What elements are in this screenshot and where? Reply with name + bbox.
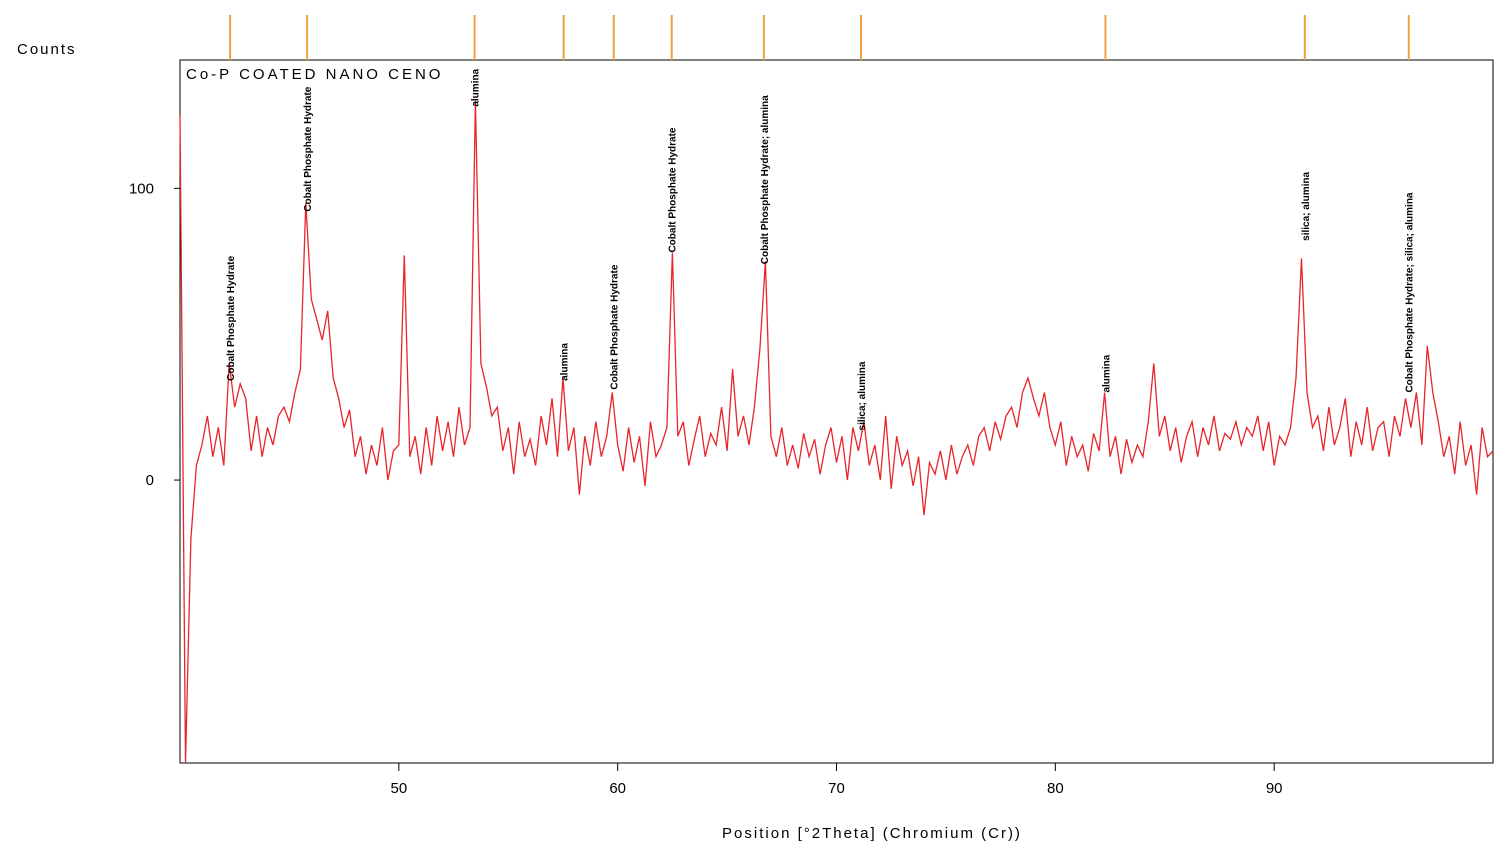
- y-tick-label: 100: [129, 180, 154, 197]
- peak-label: Cobalt Phosphate Hydrate: [610, 264, 621, 389]
- data-line: [179, 100, 1494, 764]
- peak-label: silica; alumina: [857, 361, 868, 430]
- peak-label: silica; alumina: [1301, 172, 1312, 241]
- x-tick-label: 80: [1047, 780, 1064, 797]
- peak-label: Cobalt Phosphate Hydrate: [668, 127, 679, 252]
- peak-label: Cobalt Phosphate Hydrate; silica; alumin…: [1405, 192, 1416, 392]
- x-tick-label: 60: [609, 780, 626, 797]
- peak-label: alumina: [1101, 354, 1112, 392]
- y-axis-label: Counts: [17, 41, 77, 58]
- plot-frame: [179, 59, 1494, 764]
- x-axis-label: Position [°2Theta] (Chromium (Cr)): [722, 825, 1022, 842]
- x-tick-label: 90: [1266, 780, 1283, 797]
- peak-label: Cobalt Phosphate Hydrate: [303, 86, 314, 211]
- chart-title: Co-P COATED NANO CENO: [186, 66, 443, 83]
- peak-label: alumina: [471, 68, 482, 106]
- peak-label: Cobalt Phosphate Hydrate; alumina: [760, 95, 771, 264]
- x-tick-label: 70: [828, 780, 845, 797]
- peak-label: alumina: [560, 343, 571, 381]
- x-tick-label: 50: [390, 780, 407, 797]
- peak-label: Cobalt Phosphate Hydrate: [226, 255, 237, 380]
- y-tick-label: 0: [146, 472, 154, 489]
